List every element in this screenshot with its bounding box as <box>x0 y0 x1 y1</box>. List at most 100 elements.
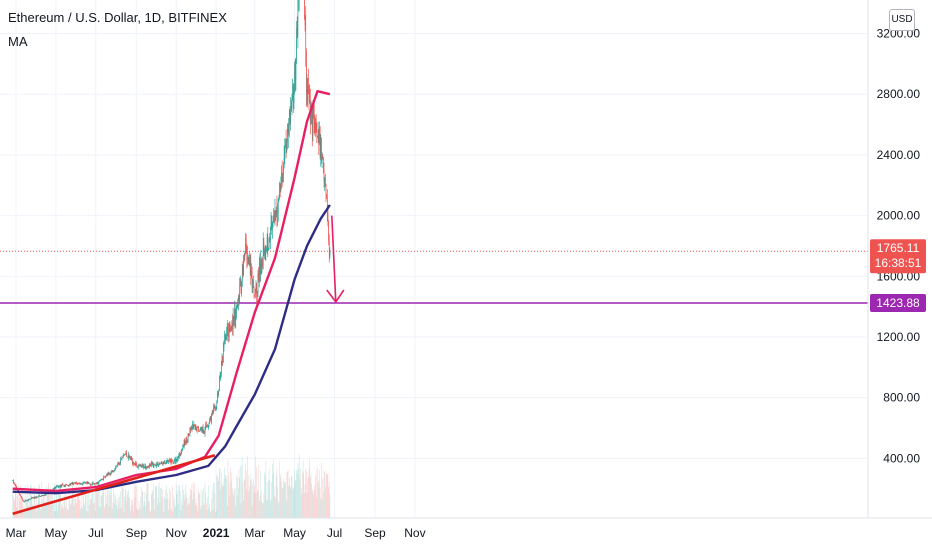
candle-body <box>24 501 25 503</box>
volume-bar <box>139 508 140 518</box>
volume-bar <box>185 492 187 518</box>
candle-body <box>323 157 324 171</box>
volume-bar <box>213 482 215 518</box>
candle-body <box>82 483 84 485</box>
volume-bar <box>116 505 118 518</box>
candle-body <box>321 138 322 162</box>
volume-bar <box>77 494 79 518</box>
candle-body <box>200 428 201 431</box>
volume-bar <box>265 461 267 518</box>
candle-body <box>164 461 165 463</box>
candle-body <box>317 134 319 138</box>
candle-body <box>125 452 127 454</box>
down-arrow-annotation[interactable] <box>326 215 345 304</box>
volume-bar <box>98 507 100 518</box>
volume-bar <box>259 495 261 518</box>
candle-body <box>180 453 182 455</box>
volume-bar <box>107 482 108 518</box>
volume-bar <box>56 510 58 518</box>
x-tick-label: Jul <box>327 526 342 540</box>
candle-body <box>207 425 209 427</box>
candle-body <box>215 409 217 410</box>
candle-body <box>308 89 310 101</box>
candle-body <box>132 460 133 464</box>
volume-bar <box>33 506 34 518</box>
candle-body <box>234 309 236 321</box>
volume-bar <box>226 505 228 518</box>
volume-bar <box>328 486 329 518</box>
candle-body <box>78 483 80 485</box>
candle-body <box>32 497 33 499</box>
candle-body <box>268 239 270 249</box>
candle-body <box>104 477 106 479</box>
volume-bar <box>107 484 109 518</box>
volume-bar <box>15 484 16 518</box>
candle-body <box>160 463 161 465</box>
volume-bar <box>207 485 209 518</box>
candle-body <box>140 465 142 467</box>
arrow-shaft[interactable] <box>331 215 337 303</box>
candle-body <box>236 304 238 306</box>
volume-bar <box>234 489 235 518</box>
candle-body <box>56 485 58 487</box>
volume-bar <box>235 506 237 518</box>
candle-body <box>54 486 55 491</box>
candle-body <box>209 419 210 424</box>
volume-bar <box>104 505 106 518</box>
volume-bar <box>190 490 192 518</box>
volume-bar <box>172 511 174 518</box>
candle-body <box>159 463 161 465</box>
volume-bar <box>262 503 264 518</box>
candle-body <box>217 392 218 402</box>
volume-bar <box>146 483 148 518</box>
volume-bar <box>38 483 40 518</box>
candle-body <box>69 483 71 486</box>
support-level-badge[interactable] <box>870 293 926 312</box>
candle-body <box>194 425 196 427</box>
y-tick-label: 1200.00 <box>877 330 921 344</box>
candle-body <box>95 482 97 484</box>
arrow-head[interactable] <box>326 289 345 304</box>
candle-body <box>317 135 318 138</box>
indicator-label[interactable]: MA <box>8 34 28 49</box>
candle-body <box>213 407 214 414</box>
candle-body <box>158 463 160 465</box>
volume-bar <box>22 509 24 518</box>
trendline-segment[interactable] <box>12 454 216 515</box>
volume-bar <box>250 480 252 518</box>
candle-body <box>249 260 251 266</box>
volume-bar <box>189 495 191 518</box>
candle-body <box>313 105 314 116</box>
support-level-value: 1423.88 <box>876 296 920 310</box>
volume-bar <box>120 491 121 518</box>
volume-bar <box>170 509 172 518</box>
volume-bar <box>138 501 140 518</box>
volume-bar <box>202 503 204 518</box>
candle-body <box>240 279 242 291</box>
volume-bar <box>214 493 216 518</box>
candle-body <box>136 465 138 467</box>
candle-body <box>285 144 287 153</box>
volume-bar <box>139 496 141 518</box>
candle-body <box>110 472 112 475</box>
volume-bar <box>76 503 78 518</box>
volume-bar <box>50 492 51 518</box>
volume-bar <box>133 511 135 518</box>
currency-badge[interactable]: USD <box>889 9 915 31</box>
candle-body <box>113 471 114 472</box>
candle-body <box>226 324 228 335</box>
volume-bar <box>255 492 257 518</box>
candle-body <box>241 266 243 282</box>
candle-body <box>41 495 42 497</box>
volume-bar <box>120 507 122 518</box>
candle-body <box>25 500 27 502</box>
candle-body <box>311 108 313 137</box>
candle-body <box>201 427 203 432</box>
candle-body <box>167 460 169 463</box>
last-price-badge[interactable] <box>870 239 926 274</box>
last-price-value: 1765.11 <box>877 241 920 255</box>
candle-body <box>80 483 82 485</box>
trendline[interactable] <box>12 454 216 515</box>
volume-bar <box>238 487 239 518</box>
